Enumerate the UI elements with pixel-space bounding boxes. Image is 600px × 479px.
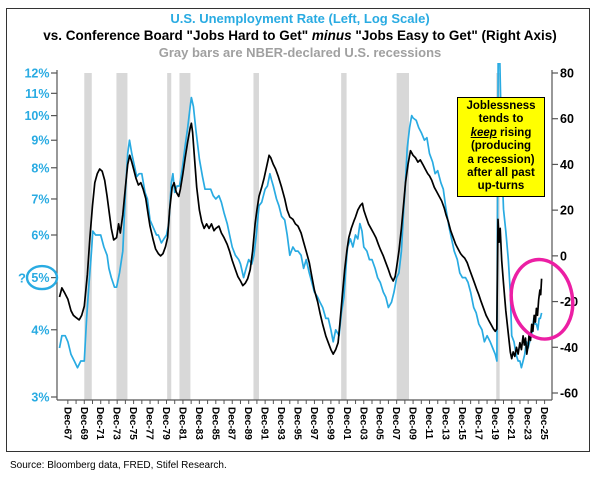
question-circle [25,264,59,291]
x-axis-label: Dec-85 [209,407,220,440]
x-axis-label: Dec-75 [127,407,138,440]
y-axis-left-label: 5% [31,271,49,285]
chart-header: U.S. Unemployment Rate (Left, Log Scale)… [0,10,600,61]
subtitle-part1: vs. Conference Board "Jobs Hard to Get" [43,28,312,43]
magenta-circle-annotation [509,257,575,341]
x-axis-label: Dec-79 [160,407,171,440]
y-axis-left-label: 6% [31,229,49,243]
x-axis-label: Dec-83 [193,407,204,440]
x-axis-label: Dec-81 [176,407,187,440]
chart-subtitle: vs. Conference Board "Jobs Hard to Get" … [0,27,600,44]
y-axis-right-label: 20 [560,204,574,218]
x-axis-label: Dec-99 [324,407,335,440]
y-axis-left-label: 11% [25,87,49,101]
y-axis-left-label: 7% [31,192,49,206]
x-axis-label: Dec-05 [374,407,385,440]
x-axis-label: Dec-23 [522,407,533,440]
callout-line: after all past [467,167,535,180]
y-axis-right-label: 40 [560,158,574,172]
annotation-callout: Joblessness tends to keep rising (produc… [457,97,545,197]
jobs-differential-line [58,122,543,360]
x-axis-label: Dec-67 [61,407,72,440]
x-axis-label: Dec-07 [390,407,401,440]
question-mark: ? [18,271,26,286]
y-axis-right-label: -20 [560,295,578,309]
x-axis-label: Dec-77 [144,407,155,440]
recession-bar [167,73,172,400]
y-axis-right-label: 60 [560,112,574,126]
x-axis-label: Dec-01 [341,407,352,440]
callout-line: tends to [478,113,524,126]
y-axis-left-label: 10% [24,109,49,123]
x-axis-label: Dec-91 [259,407,270,440]
x-axis-label: Dec-95 [292,407,303,440]
callout-line: Joblessness [466,100,536,112]
page-title: U.S. Unemployment Rate (Left, Log Scale) [170,11,430,26]
x-axis-label: Dec-93 [275,407,286,440]
callout-line-rest: rising [496,126,532,139]
x-axis-label: Dec-73 [111,407,122,440]
recession-bar [84,73,92,400]
x-axis-label: Dec-69 [78,407,89,440]
y-axis-left-label: 9% [31,134,49,148]
x-axis-label: Dec-11 [423,407,434,440]
x-axis-label: Dec-09 [407,407,418,440]
recession-bar [116,73,128,400]
source-note: Source: Bloomberg data, FRED, Stifel Res… [10,460,227,471]
recession-note: Gray bars are NBER-declared U.S. recessi… [158,45,442,60]
callout-line: (producing [470,140,532,153]
x-axis-label: Dec-15 [456,407,467,440]
y-axis-left-label: 8% [31,161,49,175]
x-axis-label: Dec-03 [357,407,368,440]
x-axis-label: Dec-87 [226,407,237,440]
callout-keep-word: keep [470,126,497,139]
callout-line: keep rising [459,127,543,140]
y-axis-left-label: 12% [24,67,49,81]
y-axis-right-label: -60 [560,387,578,401]
y-axis-right-label: -40 [560,341,578,355]
x-axis-label: Dec-13 [439,407,450,440]
callout-line: a recession) [467,153,535,166]
chart-figure-border [6,8,590,452]
x-axis-label: Dec-97 [308,407,319,440]
x-axis-label: Dec-17 [472,407,483,440]
x-axis-label: Dec-25 [538,407,549,440]
x-axis-label: Dec-21 [505,407,516,440]
x-axis-label: Dec-89 [242,407,253,440]
recession-bar [341,73,347,400]
y-axis-left-label: 3% [31,391,49,405]
callout-line: up-turns [477,180,525,193]
x-axis-label: Dec-19 [489,407,500,440]
y-axis-right-label: 80 [560,67,574,81]
subtitle-minus-word: minus [311,28,352,43]
y-axis-right-label: 0 [560,249,567,263]
unemployment-line [58,63,543,369]
y-axis-left-label: 4% [31,323,49,337]
subtitle-part2: "Jobs Easy to Get" (Right Axis) [351,28,557,43]
x-axis-label: Dec-71 [94,407,105,440]
recession-bar [179,73,191,400]
